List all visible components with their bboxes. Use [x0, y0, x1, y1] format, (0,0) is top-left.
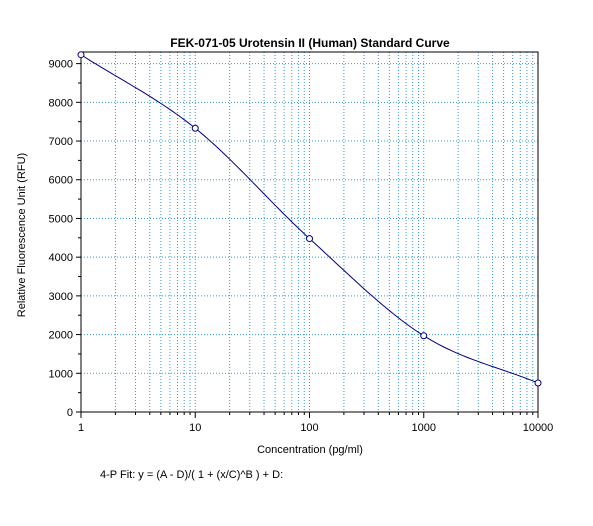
y-axis-ticks: 0 1000 2000 3000 4000 5000 6000 7000 8000 9000 [49, 59, 81, 419]
x-tick-label: 10000 [523, 422, 554, 434]
data-points [77, 51, 542, 387]
y-tick-label: 8000 [49, 97, 73, 109]
x-tick-label: 10 [189, 422, 201, 434]
y-tick-label: 6000 [49, 175, 73, 187]
y-tick-label: 4000 [49, 252, 73, 264]
y-tick-label: 3000 [49, 291, 73, 303]
x-tick-label: 100 [300, 422, 318, 434]
data-point [306, 235, 313, 243]
y-tick-label: 1000 [49, 368, 73, 380]
y-tick-label: 7000 [49, 136, 73, 148]
grid-lines [81, 52, 538, 412]
data-point [534, 379, 542, 387]
x-axis-label: Concentration (pg/ml) [257, 444, 363, 456]
y-tick-label: 2000 [49, 330, 73, 342]
y-tick-label: 5000 [49, 213, 73, 225]
x-tick-label: 1 [78, 422, 84, 434]
x-axis-ticks: 1 10 100 1000 10000 [78, 412, 553, 434]
chart-title: FEK-071-05 Urotensin II (Human) Standard… [170, 36, 450, 50]
data-point [191, 124, 199, 132]
y-tick-label: 0 [67, 407, 73, 419]
x-tick-label: 1000 [412, 422, 436, 434]
data-point [77, 51, 85, 59]
data-point [420, 332, 428, 340]
y-axis-label: Relative Fluorescence Unit (RFU) [16, 153, 28, 317]
y-tick-label: 9000 [49, 59, 73, 71]
fit-equation: 4-P Fit: y = (A - D)/( 1 + (x/C)^B ) + D… [100, 469, 283, 481]
